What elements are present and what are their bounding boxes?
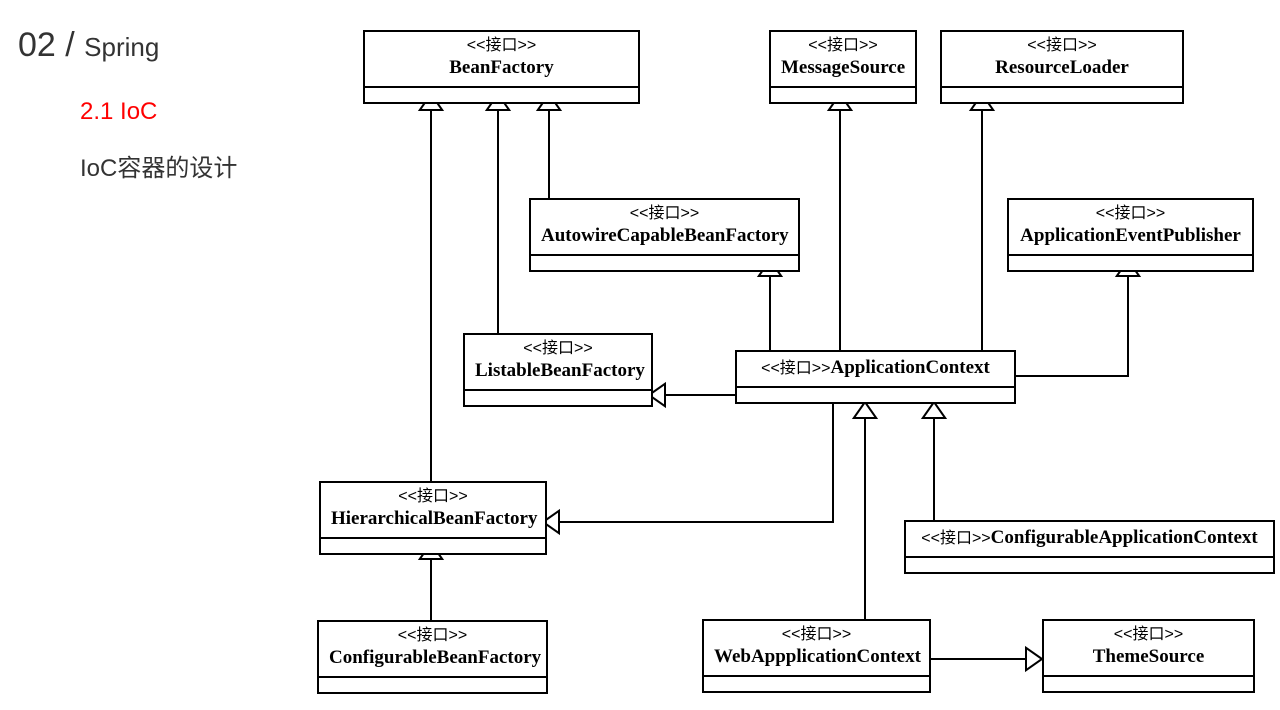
section-title: 2.1 IoC [80, 98, 157, 126]
interface-name: ApplicationEventPublisher [1020, 225, 1241, 246]
stereotype-label: <<接口>> [782, 626, 851, 643]
stereotype-label: <<接口>> [1096, 205, 1165, 222]
uml-interface-messageSource: <<接口>> MessageSource [769, 30, 917, 104]
page-number-prefix: 02 / Spring [18, 26, 159, 65]
interface-name: ThemeSource [1093, 646, 1205, 667]
interface-name: ConfigurableApplicationContext [991, 527, 1258, 548]
uml-interface-appContext: <<接口>>ApplicationContext [735, 350, 1016, 404]
uml-interface-hierarchical: <<接口>> HierarchicalBeanFactory [319, 481, 547, 555]
stereotype-label: <<接口>> [398, 627, 467, 644]
uml-interface-themeSource: <<接口>> ThemeSource [1042, 619, 1255, 693]
uml-interface-beanFactory: <<接口>> BeanFactory [363, 30, 640, 104]
interface-name: ListableBeanFactory [475, 360, 645, 381]
section-subtitle: IoC容器的设计 [80, 148, 237, 183]
uml-interface-configurable: <<接口>> ConfigurableBeanFactory [317, 620, 548, 694]
uml-interface-configApp: <<接口>>ConfigurableApplicationContext [904, 520, 1275, 574]
uml-interface-resourceLoader: <<接口>> ResourceLoader [940, 30, 1184, 104]
stereotype-label: <<接口>> [467, 37, 536, 54]
stereotype-label: <<接口>> [1027, 37, 1096, 54]
stereotype-label: <<接口>> [523, 340, 592, 357]
uml-interface-appEventPub: <<接口>> ApplicationEventPublisher [1007, 198, 1254, 272]
stereotype-label: <<接口>> [921, 530, 990, 547]
interface-name: ResourceLoader [995, 57, 1129, 78]
interface-name: ConfigurableBeanFactory [329, 647, 541, 668]
interface-name: WebAppplicationContext [714, 646, 921, 667]
stereotype-label: <<接口>> [808, 37, 877, 54]
stereotype-label: <<接口>> [398, 488, 467, 505]
stereotype-label: <<接口>> [761, 360, 830, 377]
stereotype-label: <<接口>> [1114, 626, 1183, 643]
stereotype-label: <<接口>> [630, 205, 699, 222]
uml-interface-autowire: <<接口>> AutowireCapableBeanFactory [529, 198, 800, 272]
interface-name: AutowireCapableBeanFactory [541, 225, 789, 246]
interface-name: BeanFactory [449, 57, 553, 78]
interface-name: ApplicationContext [830, 357, 989, 378]
uml-interface-webApp: <<接口>> WebAppplicationContext [702, 619, 931, 693]
uml-interface-listable: <<接口>> ListableBeanFactory [463, 333, 653, 407]
interface-name: MessageSource [781, 57, 905, 78]
interface-name: HierarchicalBeanFactory [331, 508, 537, 529]
